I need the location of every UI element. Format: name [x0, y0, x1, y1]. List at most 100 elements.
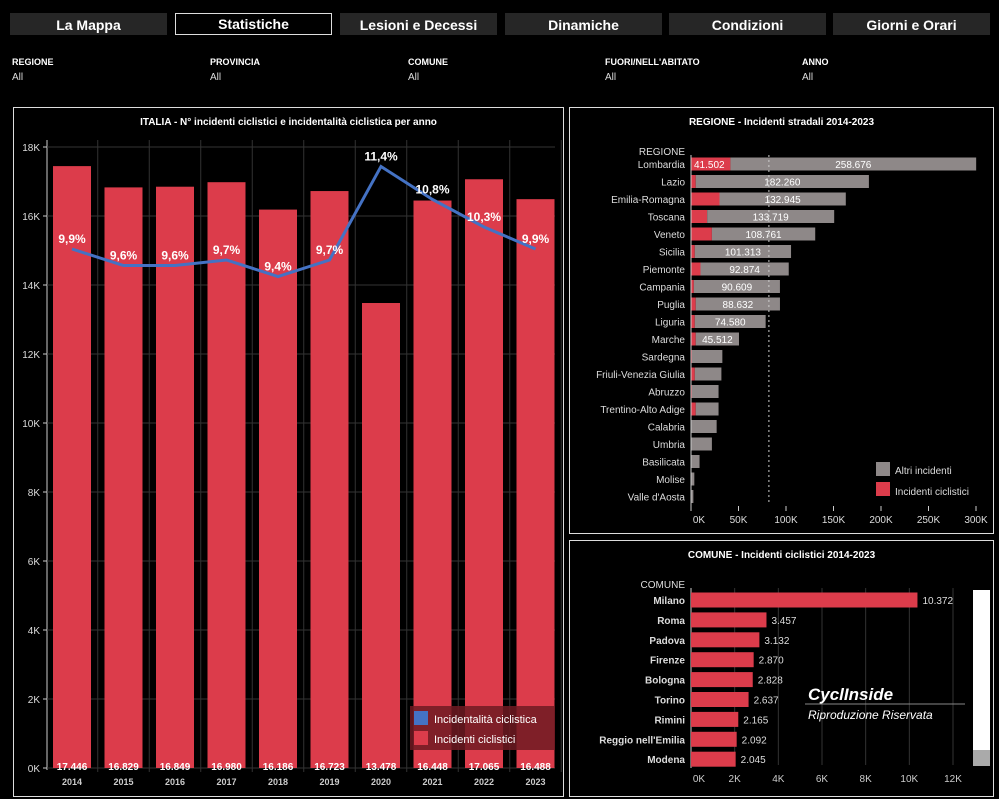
bar-2023 — [516, 199, 555, 768]
category-label: Valle d'Aosta — [628, 493, 686, 504]
bar-value-label: 2.870 — [759, 656, 784, 667]
x-tick-label: 2017 — [216, 777, 236, 787]
bar-Modena — [691, 751, 736, 767]
category-label: Sardegna — [642, 353, 686, 364]
bar-value-label: 17.065 — [469, 762, 500, 773]
x-tick-label: 0K — [693, 515, 706, 526]
bar-value-label: 17.446 — [57, 762, 88, 773]
x-tick-label: 8K — [860, 774, 873, 785]
legend-swatch-other — [876, 462, 890, 476]
other-value-label: 101.313 — [725, 248, 762, 259]
bar-other-Toscana — [707, 210, 835, 223]
bar-cyclist-Toscana — [691, 210, 708, 223]
other-value-label: 90.609 — [722, 283, 753, 294]
x-tick-label: 250K — [917, 515, 941, 526]
category-label: Friuli-Venezia Giulia — [596, 370, 685, 381]
bar-2014 — [53, 166, 91, 768]
x-tick-label: 4K — [772, 774, 785, 785]
category-label: Milano — [653, 596, 685, 607]
tab-la-mappa[interactable]: La Mappa — [10, 13, 167, 35]
bar-value-label: 3.132 — [764, 636, 789, 647]
category-label: Modena — [647, 755, 685, 766]
bar-value-label: 16.723 — [314, 762, 345, 773]
other-value-label: 45.512 — [702, 335, 733, 346]
bar-2017 — [207, 182, 246, 768]
legend-label: Altri incidenti — [895, 466, 952, 477]
category-label: Emilia-Romagna — [611, 195, 685, 206]
x-tick-label: 100K — [774, 515, 798, 526]
line-point-label: 9,6% — [161, 249, 189, 263]
filter-0[interactable]: REGIONE All — [12, 57, 54, 83]
bar-other-Valle d'Aosta — [691, 490, 694, 503]
filter-value[interactable]: All — [605, 72, 617, 83]
legend-swatch-cyclist — [876, 482, 890, 496]
bar-value-label: 16.849 — [160, 762, 191, 773]
filter-2[interactable]: COMUNE All — [408, 57, 448, 83]
filter-value[interactable]: All — [12, 72, 24, 83]
bar-2021 — [413, 200, 452, 768]
x-tick-label: 2015 — [113, 777, 133, 787]
tab-statistiche[interactable]: Statistiche — [175, 13, 332, 35]
bar-2015 — [104, 187, 143, 768]
filter-label: COMUNE — [408, 57, 448, 67]
bar-other-Lazio — [695, 175, 869, 188]
category-label: Veneto — [654, 230, 686, 241]
bar-cyclist-Friuli-Venezia Giulia — [691, 367, 695, 381]
bar-cyclist-Puglia — [691, 297, 696, 311]
category-label: Reggio nell'Emilia — [599, 735, 685, 746]
bar-other-Friuli-Venezia Giulia — [694, 367, 722, 381]
tab-giorni-e-orari[interactable]: Giorni e Orari — [833, 13, 990, 35]
filter-value[interactable]: All — [408, 72, 420, 83]
bar-other-Campania — [693, 280, 780, 293]
x-tick-label: 150K — [822, 515, 846, 526]
bar-value-label: 16.448 — [417, 762, 448, 773]
filter-3[interactable]: FUORI/NELL'ABITATO All — [605, 57, 700, 83]
bar-value-label: 2.092 — [742, 735, 767, 746]
watermark-logo: CyclInside — [808, 685, 893, 704]
x-tick-label: 10K — [900, 774, 918, 785]
x-tick-label: 50K — [730, 515, 748, 526]
bar-cyclist-Marche — [691, 332, 696, 346]
scrollbar-thumb[interactable] — [973, 750, 990, 766]
x-tick-label: 0K — [693, 774, 706, 785]
bar-cyclist-Lazio — [691, 175, 696, 188]
category-label: Basilicata — [642, 458, 685, 469]
bar-cyclist-Liguria — [691, 315, 695, 328]
bar-cyclist-Sicilia — [691, 245, 695, 258]
category-label: Lombardia — [638, 160, 686, 171]
y-tick-label: 0K — [28, 764, 41, 775]
x-tick-label: 200K — [869, 515, 893, 526]
regione-chart-panel: REGIONE - Incidenti stradali 2014-2023 — [569, 107, 994, 534]
filter-value[interactable]: All — [802, 72, 814, 83]
filter-label: PROVINCIA — [210, 57, 261, 67]
other-value-label: 108.761 — [745, 230, 782, 241]
tab-lesioni-e-decessi[interactable]: Lesioni e Decessi — [340, 13, 497, 35]
category-label: Roma — [657, 616, 685, 627]
filter-value[interactable]: All — [210, 72, 222, 83]
filter-4[interactable]: ANNO All — [802, 57, 829, 83]
y-tick-label: 2K — [28, 695, 41, 706]
tab-condizioni[interactable]: Condizioni — [669, 13, 826, 35]
watermark-text: Riproduzione Riservata — [808, 708, 933, 722]
bar-value-label: 2.637 — [754, 696, 779, 707]
tab-dinamiche[interactable]: Dinamiche — [505, 13, 662, 35]
category-label: Toscana — [648, 213, 686, 224]
legend-label: Incidentalità ciclistica — [434, 714, 538, 726]
y-tick-label: 6K — [28, 557, 41, 568]
x-tick-label: 300K — [964, 515, 988, 526]
line-point-label: 9,9% — [58, 232, 86, 246]
bar-value-label: 16.488 — [520, 762, 551, 773]
axis-title: COMUNE — [641, 580, 686, 591]
bar-value-label: 3.457 — [771, 616, 796, 627]
bar-Firenze — [691, 652, 754, 668]
category-label: Bologna — [645, 676, 685, 687]
bar-value-label: 13.478 — [366, 762, 397, 773]
scrollbar[interactable] — [973, 590, 990, 766]
bar-2016 — [156, 186, 194, 769]
bar-other-Calabria — [691, 420, 717, 433]
bar-cyclist-Veneto — [691, 227, 712, 241]
filter-1[interactable]: PROVINCIA All — [210, 57, 260, 83]
bar-2022 — [465, 179, 503, 768]
other-value-label: 74.580 — [715, 318, 746, 329]
